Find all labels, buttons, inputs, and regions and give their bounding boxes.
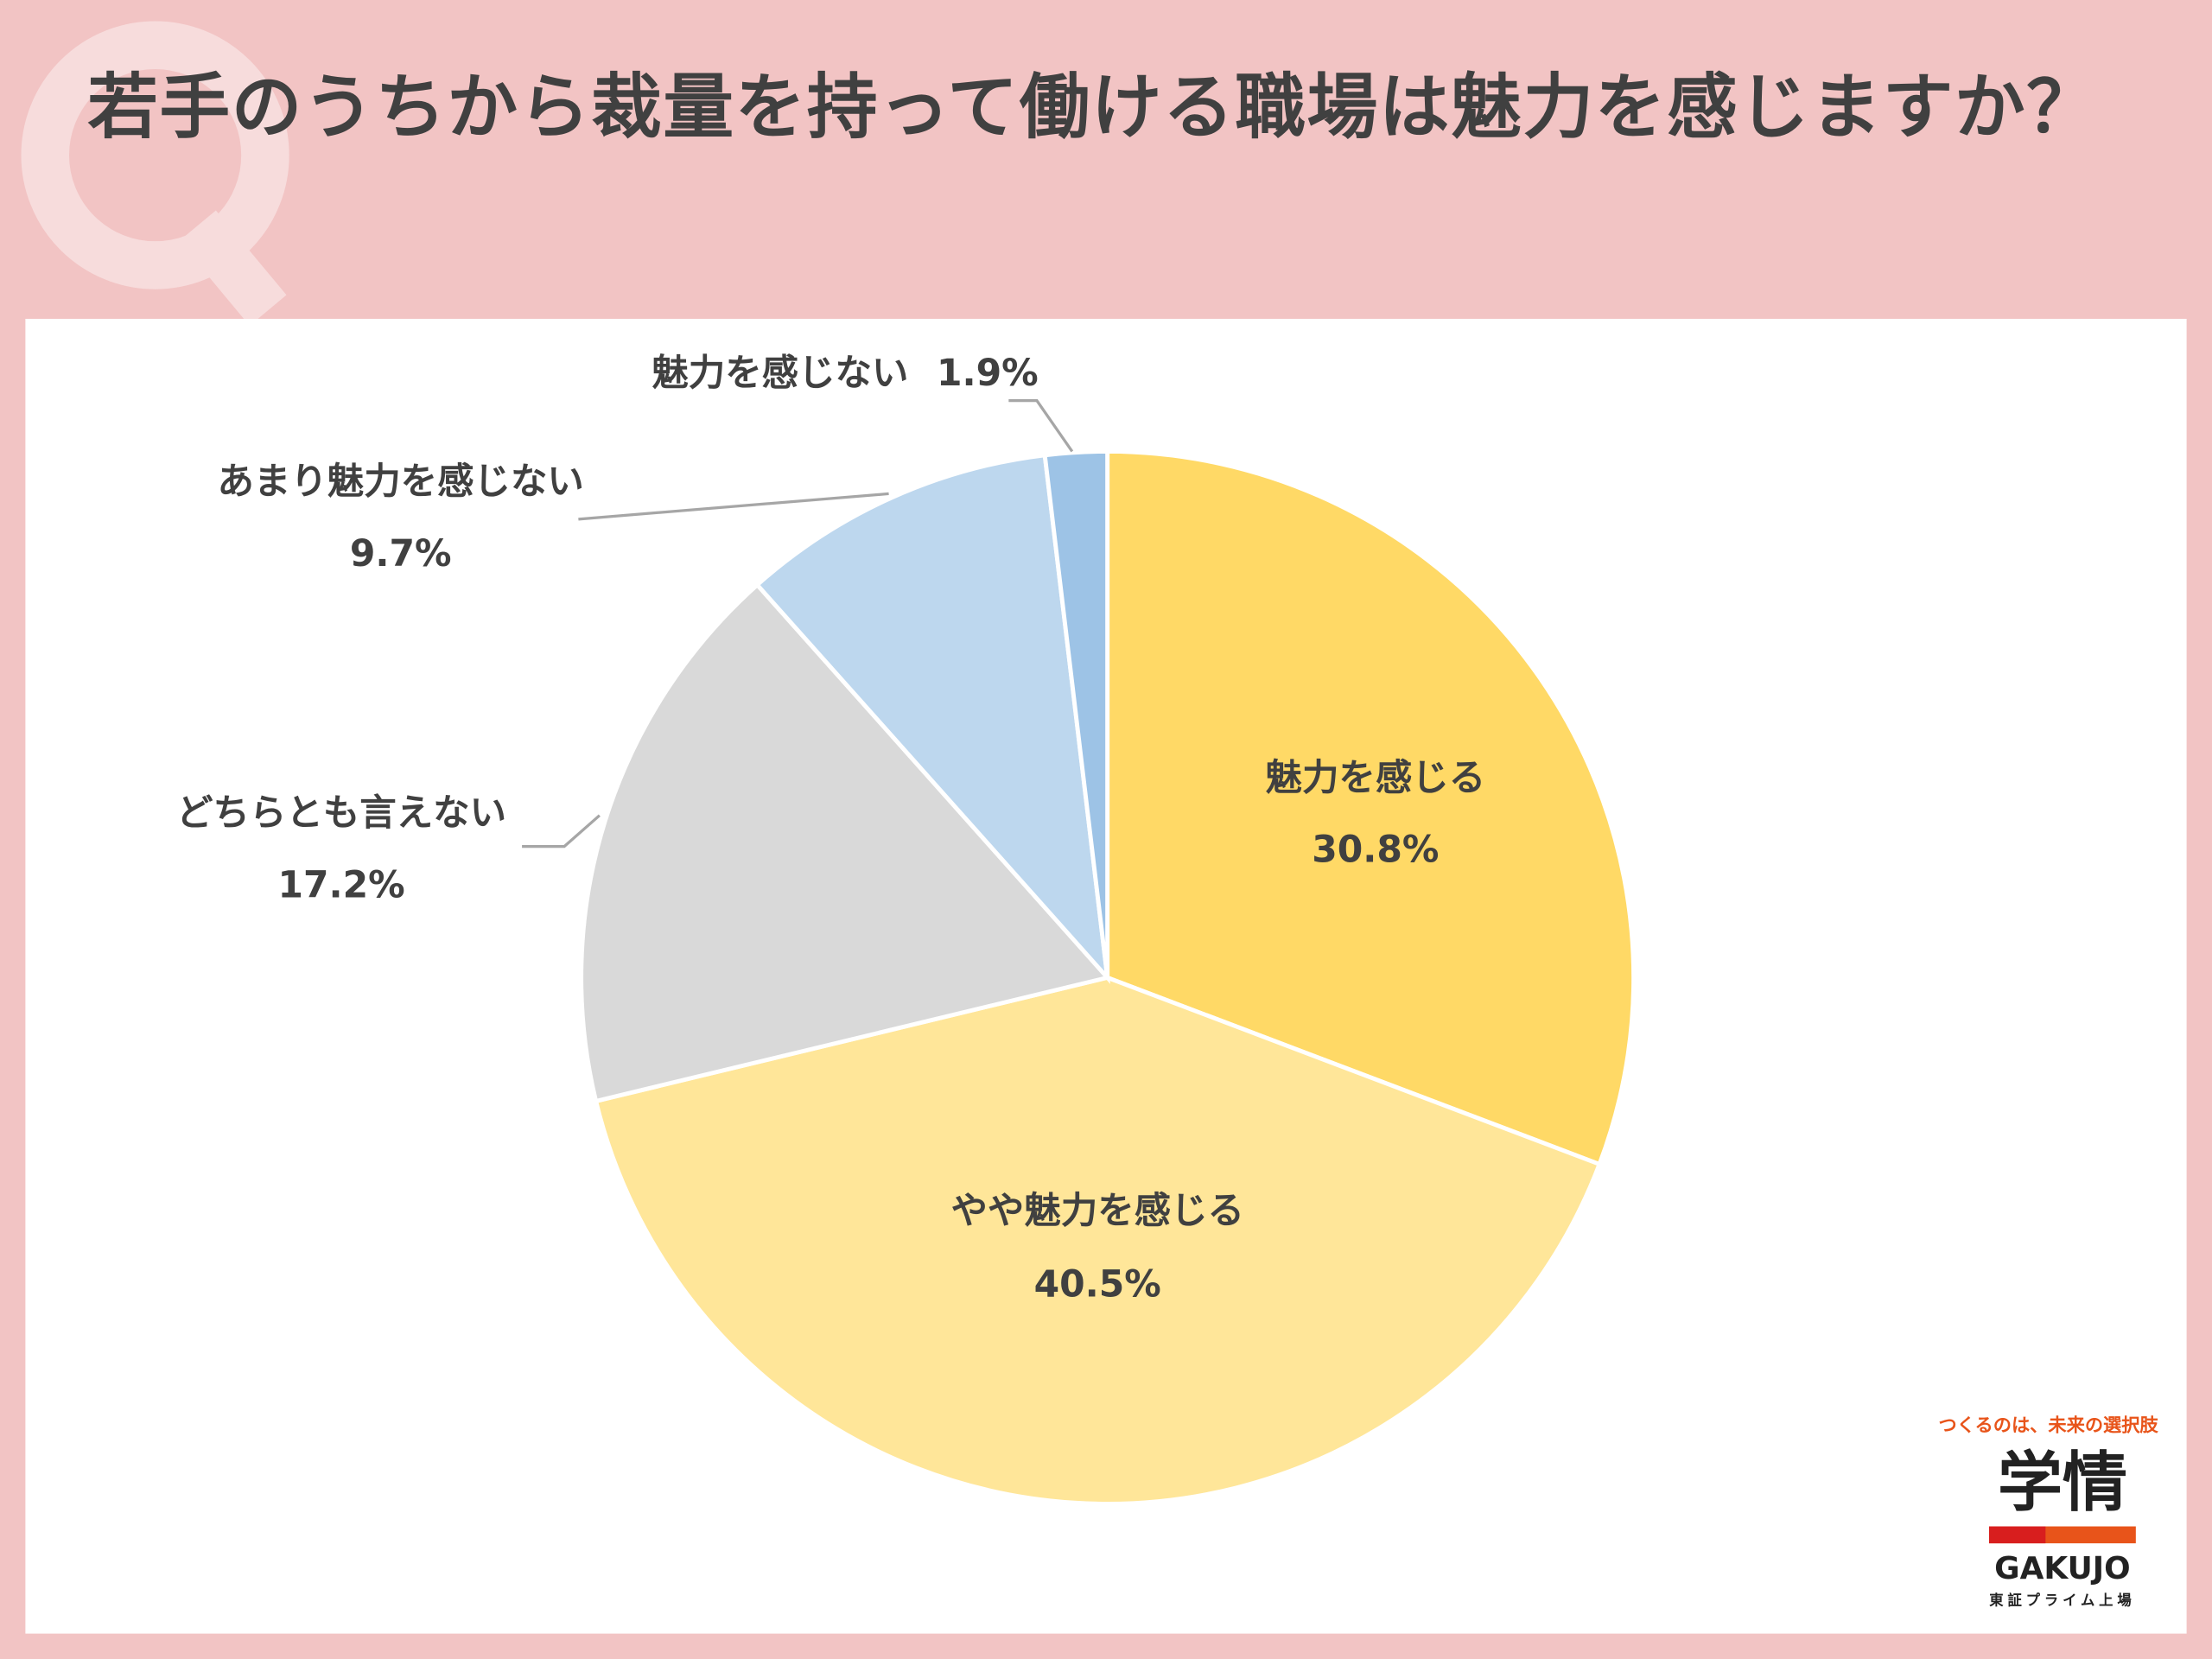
logo-name: 学情 [1998, 1444, 2127, 1520]
pie-slice [1105, 448, 1637, 1167]
logo-bar-red [1989, 1526, 2046, 1544]
chart-title: 若手のうちから裁量を持って働ける職場は魅力を感じますか？ [87, 66, 2099, 149]
slice-label: あまり魅力を感じない [217, 461, 583, 503]
value-label: 30.8% [1312, 830, 1439, 872]
pie-slice [579, 582, 1112, 1104]
value-label: 1.9% [937, 353, 1039, 395]
q-ring [21, 21, 289, 289]
pie-slice [1042, 448, 1110, 978]
leader-line [522, 814, 601, 849]
logo-listing: 東証プライム上場 [1989, 1592, 2135, 1609]
value-label: 17.2% [277, 864, 404, 906]
logo-roman: GAKUJO [1994, 1551, 2130, 1586]
slice-label: どちらとも言えない [176, 792, 506, 835]
slice-label: やや魅力を感じる [950, 1191, 1244, 1233]
pie-slice [753, 453, 1110, 984]
value-label: 40.5% [1034, 1263, 1161, 1306]
q-tail [179, 210, 287, 319]
leader-line [578, 492, 889, 521]
leader-line [1008, 399, 1074, 453]
q-watermark [21, 21, 289, 319]
logo-tagline: つくるのは、未来の選択肢 [1939, 1415, 2159, 1437]
pie-slice [593, 975, 1603, 1506]
slice-label: 魅力を感じない [652, 353, 908, 395]
slice-label: 魅力を感じる [1266, 757, 1486, 799]
value-label: 9.7% [350, 533, 452, 575]
